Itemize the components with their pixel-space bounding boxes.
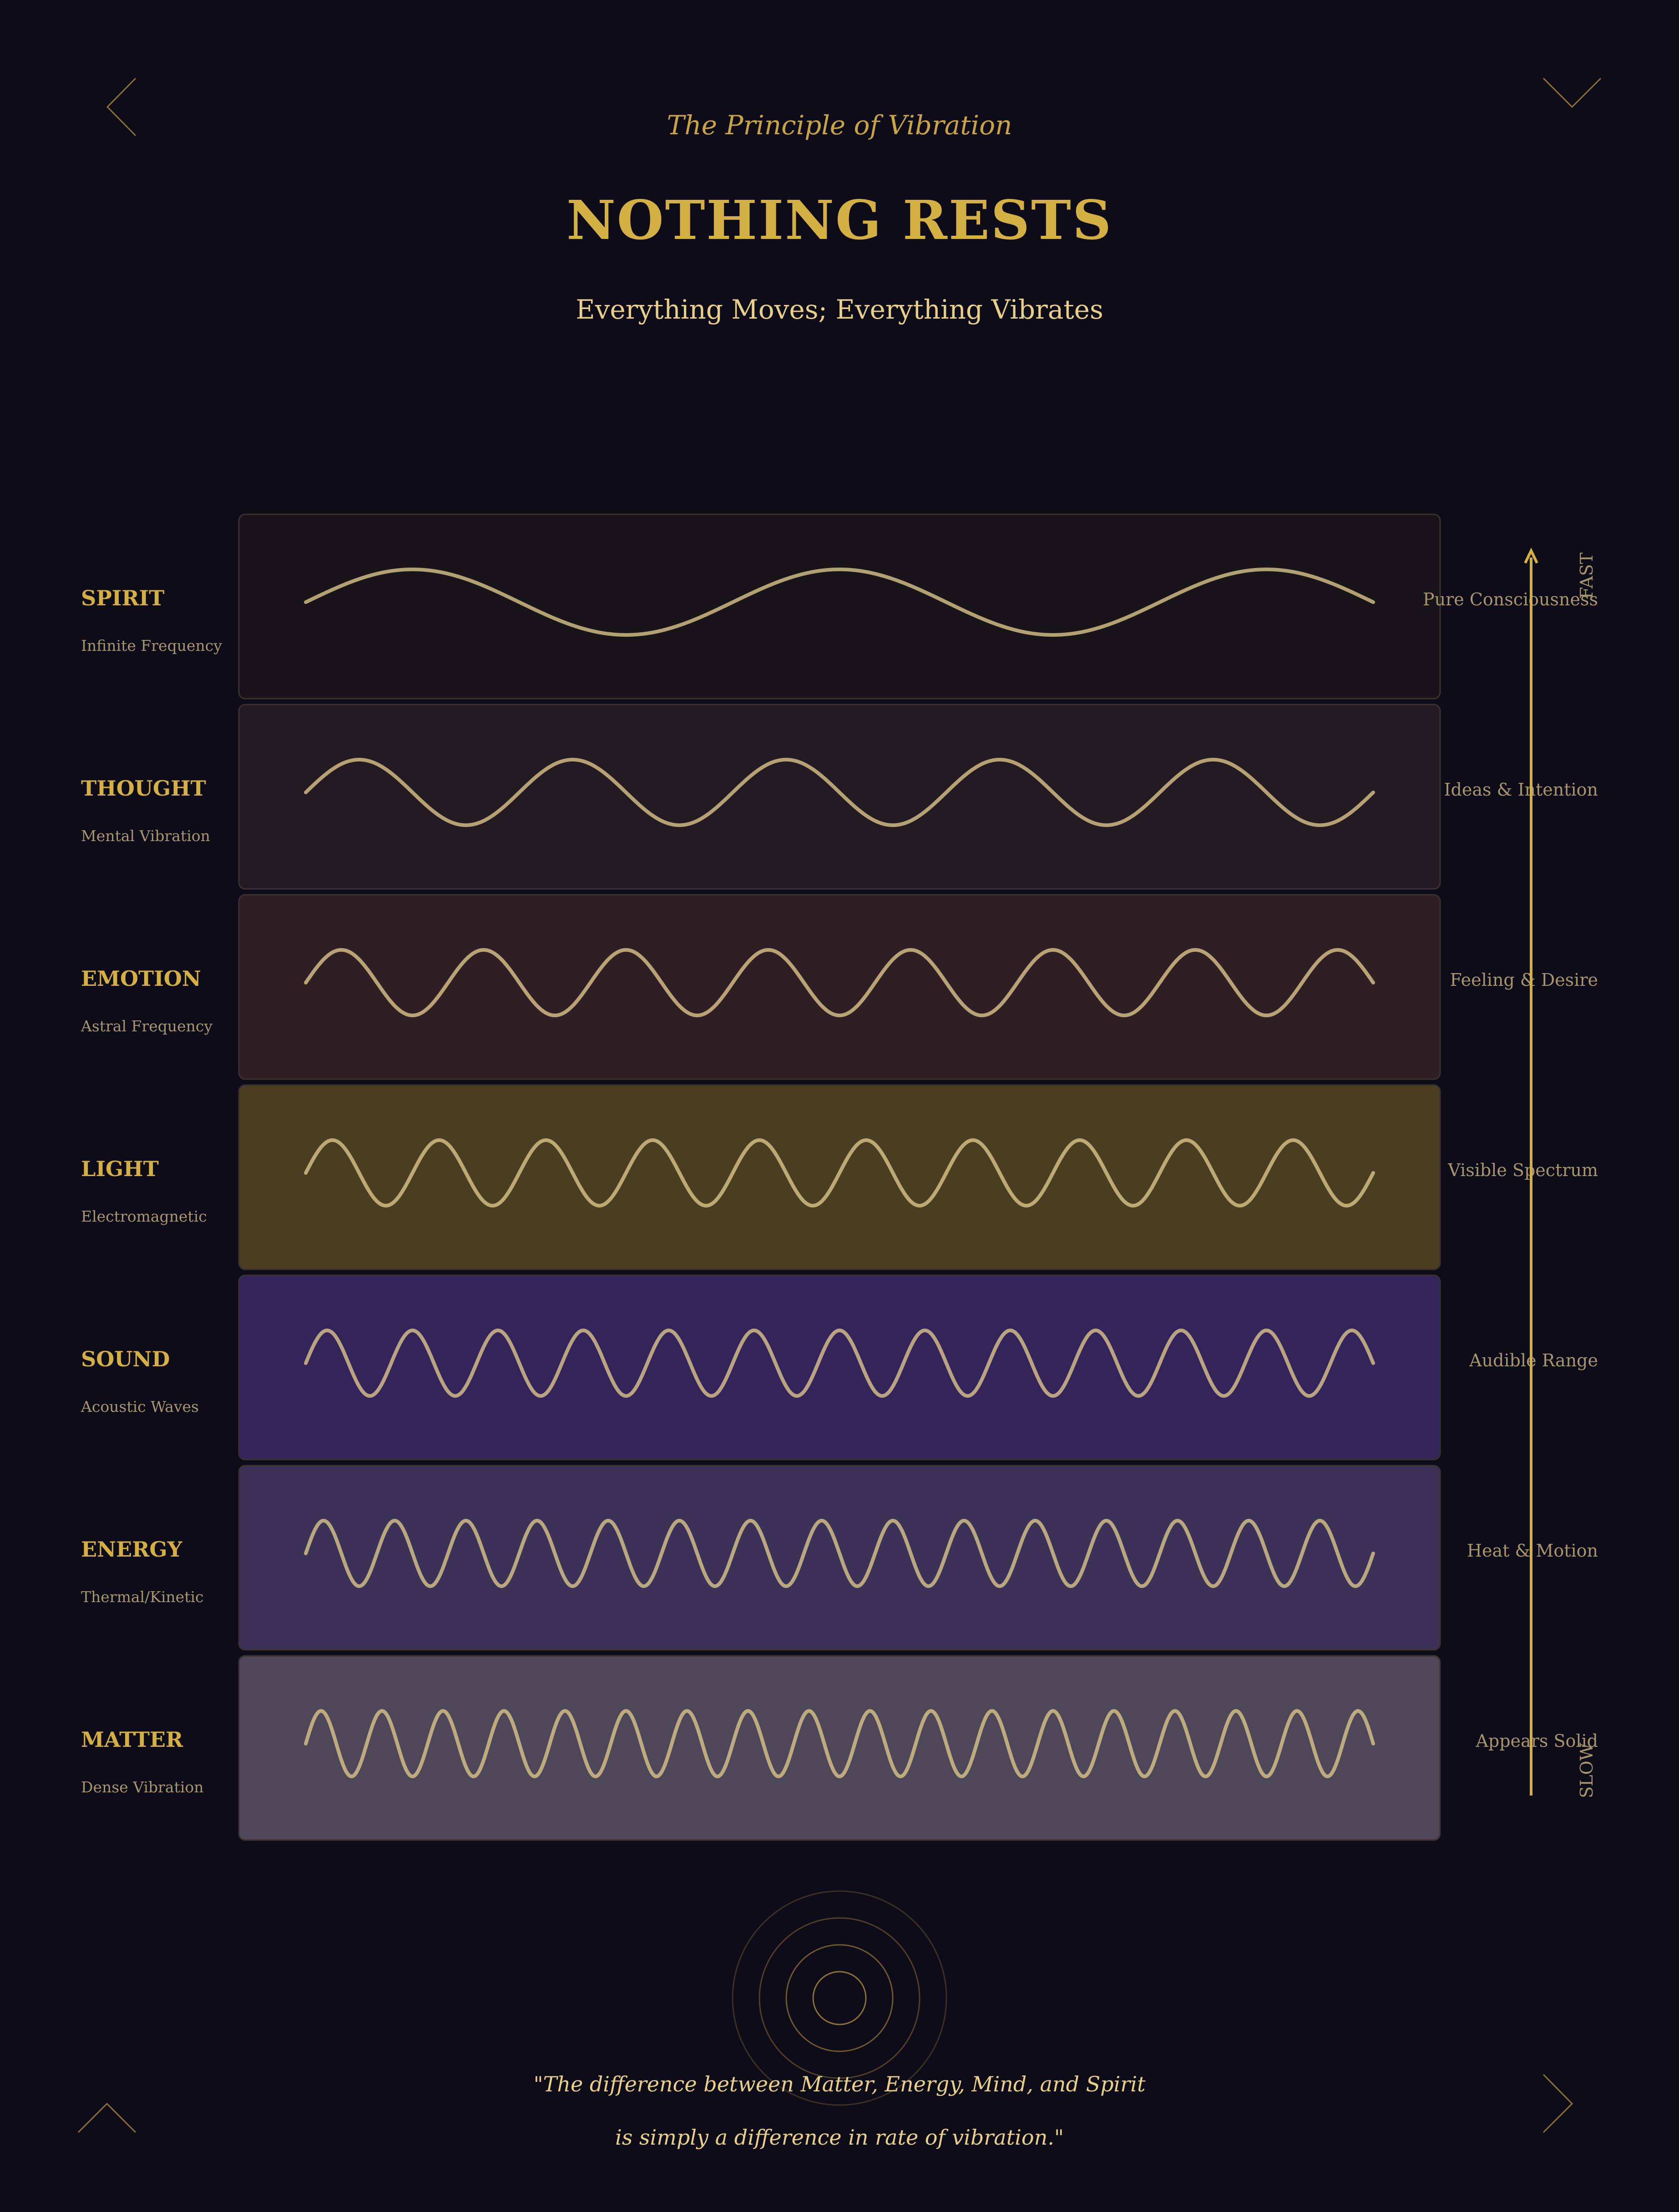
vibration-wave bbox=[304, 1138, 1375, 1207]
level-band bbox=[238, 513, 1441, 700]
level-description: Appears Solid bbox=[1475, 1731, 1598, 1751]
level-band bbox=[238, 894, 1441, 1080]
level-row: SOUND Acoustic Waves Audible Range bbox=[81, 1274, 1598, 1461]
level-description: Visible Spectrum bbox=[1447, 1160, 1598, 1180]
concentric-circles-ornament bbox=[732, 1890, 947, 2106]
vibration-wave bbox=[304, 1709, 1375, 1778]
vibration-wave bbox=[304, 948, 1375, 1017]
level-band bbox=[238, 1655, 1441, 1841]
page-tagline: Everything Moves; Everything Vibrates bbox=[576, 294, 1103, 325]
scale-arrow-head bbox=[1524, 548, 1538, 564]
level-row: EMOTION Astral Frequency Feeling & Desire bbox=[81, 894, 1598, 1080]
level-band bbox=[238, 1084, 1441, 1270]
level-name: SOUND bbox=[81, 1347, 170, 1371]
corner-ornament-bottom-right bbox=[1542, 2074, 1573, 2133]
level-name: EMOTION bbox=[81, 966, 201, 991]
vibration-wave bbox=[304, 758, 1375, 827]
ornament-circle-large bbox=[759, 1917, 920, 2079]
quote-line-2: is simply a difference in rate of vibrat… bbox=[615, 2125, 1064, 2150]
quote-line-1: "The difference between Matter, Energy, … bbox=[534, 2072, 1146, 2096]
vibration-wave bbox=[304, 1519, 1375, 1588]
level-row: SPIRIT Infinite Frequency Pure Consciousne… bbox=[81, 513, 1598, 700]
level-row: MATTER Dense Vibration Appears Solid bbox=[81, 1655, 1598, 1841]
vibration-wave bbox=[304, 1329, 1375, 1398]
ornament-circle-outer bbox=[732, 1890, 947, 2106]
scale-label-fast: FAST bbox=[1577, 553, 1597, 599]
corner-ornament-top-right bbox=[1542, 77, 1602, 108]
ornament-circle-inner bbox=[812, 1971, 867, 2025]
frequency-levels: SPIRIT Infinite Frequency Pure Consciousne… bbox=[81, 513, 1598, 1841]
level-name: SPIRIT bbox=[81, 586, 164, 610]
level-row: THOUGHT Mental Vibration Ideas & Intention bbox=[81, 704, 1598, 890]
level-subtitle: Infinite Frequency bbox=[81, 637, 222, 654]
level-name: MATTER bbox=[81, 1727, 183, 1752]
level-subtitle: Electromagnetic bbox=[81, 1207, 207, 1225]
level-name: THOUGHT bbox=[81, 776, 206, 801]
corner-ornament-bottom-left bbox=[77, 2102, 137, 2133]
level-row: LIGHT Electromagnetic Visible Spectrum bbox=[81, 1084, 1598, 1270]
level-subtitle: Astral Frequency bbox=[81, 1017, 212, 1035]
scale-label-slow: SLOW bbox=[1577, 1743, 1597, 1798]
frequency-scale: FAST SLOW bbox=[1524, 548, 1597, 1798]
level-description: Pure Consciousness bbox=[1423, 589, 1598, 609]
vibration-wave bbox=[304, 568, 1375, 637]
level-description: Feeling & Desire bbox=[1450, 970, 1598, 990]
corner-ornaments bbox=[77, 77, 1602, 2133]
page-title: NOTHING RESTS bbox=[566, 188, 1113, 252]
level-band bbox=[238, 1274, 1441, 1461]
corner-ornament-top-left bbox=[106, 77, 137, 137]
level-description: Ideas & Intention bbox=[1444, 780, 1598, 800]
page-subtitle: The Principle of Vibration bbox=[667, 110, 1012, 141]
level-name: ENERGY bbox=[81, 1537, 183, 1562]
level-subtitle: Thermal/Kinetic bbox=[81, 1588, 204, 1606]
level-subtitle: Mental Vibration bbox=[81, 827, 210, 845]
level-subtitle: Dense Vibration bbox=[81, 1778, 204, 1796]
level-subtitle: Acoustic Waves bbox=[81, 1398, 199, 1415]
ornament-circle-medium bbox=[785, 1944, 894, 2052]
level-description: Audible Range bbox=[1469, 1350, 1598, 1370]
level-name: LIGHT bbox=[81, 1157, 159, 1181]
level-band bbox=[238, 704, 1441, 890]
